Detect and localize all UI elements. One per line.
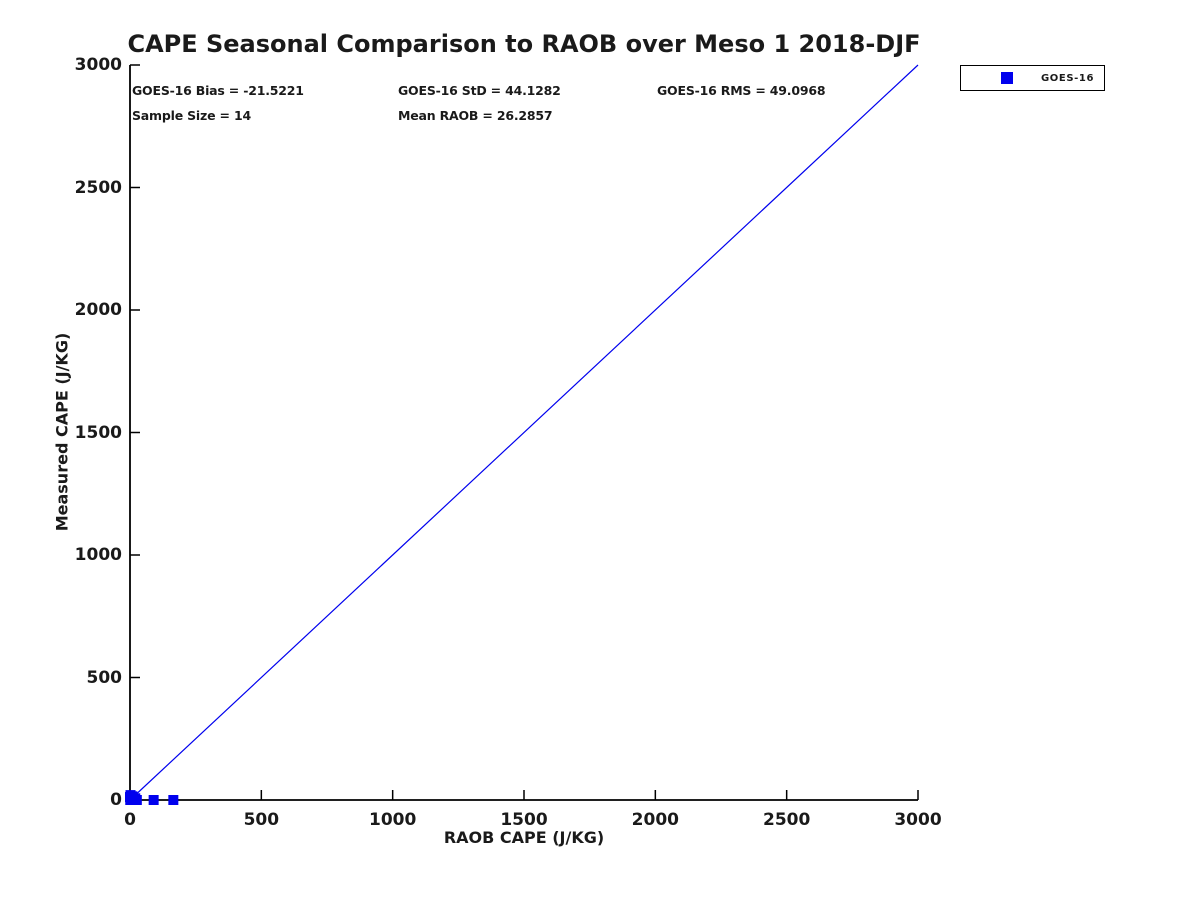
y-tick-label: 2000 (74, 300, 122, 320)
x-axis-label: RAOB CAPE (J/KG) (443, 828, 605, 847)
legend-item-label: GOES-16 (1041, 72, 1095, 84)
y-tick-label: 500 (86, 667, 123, 688)
x-tick-label: 0 (124, 810, 136, 830)
x-tick-label: 500 (243, 810, 280, 830)
y-tick-label: 2500 (74, 177, 122, 198)
x-tick-label: 2000 (631, 810, 679, 830)
x-tick-label: 2500 (762, 810, 811, 830)
legend-square-marker-icon (1001, 72, 1013, 84)
data-point-marker (148, 795, 159, 805)
legend-box: GOES-16 (960, 65, 1105, 91)
y-tick-label: 1000 (74, 545, 122, 565)
identity-line (129, 64, 919, 801)
y-tick-label: 1500 (74, 422, 122, 443)
x-tick-label: 3000 (894, 810, 942, 830)
x-tick-label: 1000 (368, 810, 417, 830)
y-tick-label: 0 (110, 790, 122, 810)
stat-sample-size: Sample Size = 14 (132, 108, 251, 123)
stat-mean-raob: Mean RAOB = 26.2857 (398, 108, 553, 123)
x-tick-label: 1500 (500, 810, 548, 830)
stat-rms: GOES-16 RMS = 49.0968 (657, 83, 826, 98)
data-point-marker (131, 795, 142, 805)
y-tick-label: 3000 (74, 55, 122, 75)
data-point-marker (168, 795, 179, 805)
stat-bias: GOES-16 Bias = -21.5221 (132, 83, 304, 98)
stat-std: GOES-16 StD = 44.1282 (398, 83, 561, 98)
chart-title: CAPE Seasonal Comparison to RAOB over Me… (127, 30, 921, 58)
